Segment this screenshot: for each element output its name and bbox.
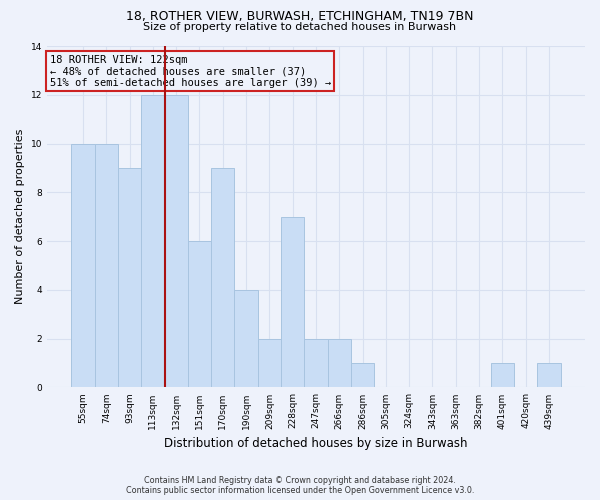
Bar bbox=[537, 363, 560, 388]
Bar bbox=[235, 290, 258, 388]
Text: 18 ROTHER VIEW: 122sqm
← 48% of detached houses are smaller (37)
51% of semi-det: 18 ROTHER VIEW: 122sqm ← 48% of detached… bbox=[50, 54, 331, 88]
Bar bbox=[141, 95, 164, 388]
Bar bbox=[258, 338, 281, 388]
Text: 18, ROTHER VIEW, BURWASH, ETCHINGHAM, TN19 7BN: 18, ROTHER VIEW, BURWASH, ETCHINGHAM, TN… bbox=[126, 10, 474, 23]
Bar bbox=[118, 168, 141, 388]
Text: Contains HM Land Registry data © Crown copyright and database right 2024.
Contai: Contains HM Land Registry data © Crown c… bbox=[126, 476, 474, 495]
Bar bbox=[164, 95, 188, 388]
Bar bbox=[95, 144, 118, 388]
Bar bbox=[351, 363, 374, 388]
Bar bbox=[304, 338, 328, 388]
Bar bbox=[281, 216, 304, 388]
Bar bbox=[211, 168, 235, 388]
Y-axis label: Number of detached properties: Number of detached properties bbox=[15, 129, 25, 304]
Bar bbox=[188, 241, 211, 388]
Bar bbox=[71, 144, 95, 388]
Text: Size of property relative to detached houses in Burwash: Size of property relative to detached ho… bbox=[143, 22, 457, 32]
X-axis label: Distribution of detached houses by size in Burwash: Distribution of detached houses by size … bbox=[164, 437, 468, 450]
Bar bbox=[491, 363, 514, 388]
Bar bbox=[328, 338, 351, 388]
